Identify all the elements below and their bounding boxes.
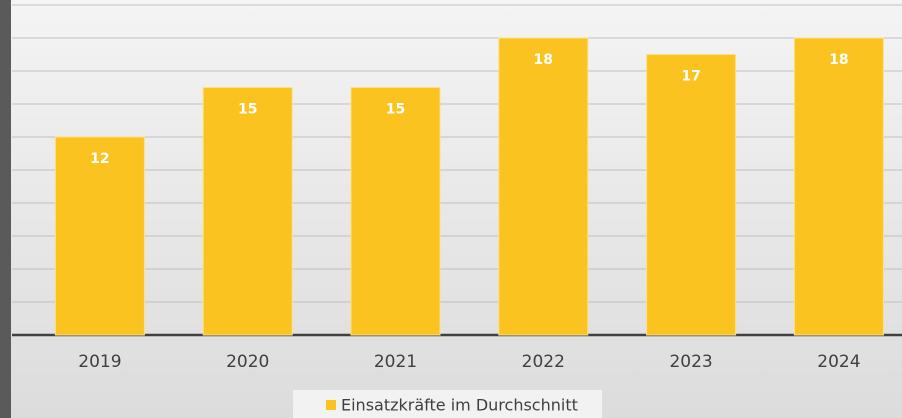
value-label: 15: [386, 102, 405, 118]
value-label: 17: [681, 69, 700, 85]
left-edge: [0, 0, 11, 418]
bar: [350, 87, 441, 336]
x-tick-label: 2019: [78, 352, 121, 372]
x-tick-label: 2020: [226, 352, 269, 372]
x-tick-label: 2024: [817, 352, 860, 372]
bar: [498, 37, 589, 336]
x-tick-label: 2023: [669, 352, 712, 372]
legend-box: [293, 390, 602, 418]
bar: [793, 37, 884, 336]
value-label: 12: [90, 151, 109, 167]
x-tick-label: 2022: [522, 352, 565, 372]
value-label: 15: [238, 102, 257, 118]
x-tick-label: 2021: [374, 352, 417, 372]
value-label: 18: [829, 52, 848, 68]
bar: [54, 136, 145, 336]
value-label: 18: [534, 52, 553, 68]
bar: [202, 87, 293, 336]
legend-label: Einsatzkräfte im Durchschnitt: [341, 396, 578, 415]
legend-swatch: [326, 400, 336, 410]
bar: [646, 54, 737, 336]
